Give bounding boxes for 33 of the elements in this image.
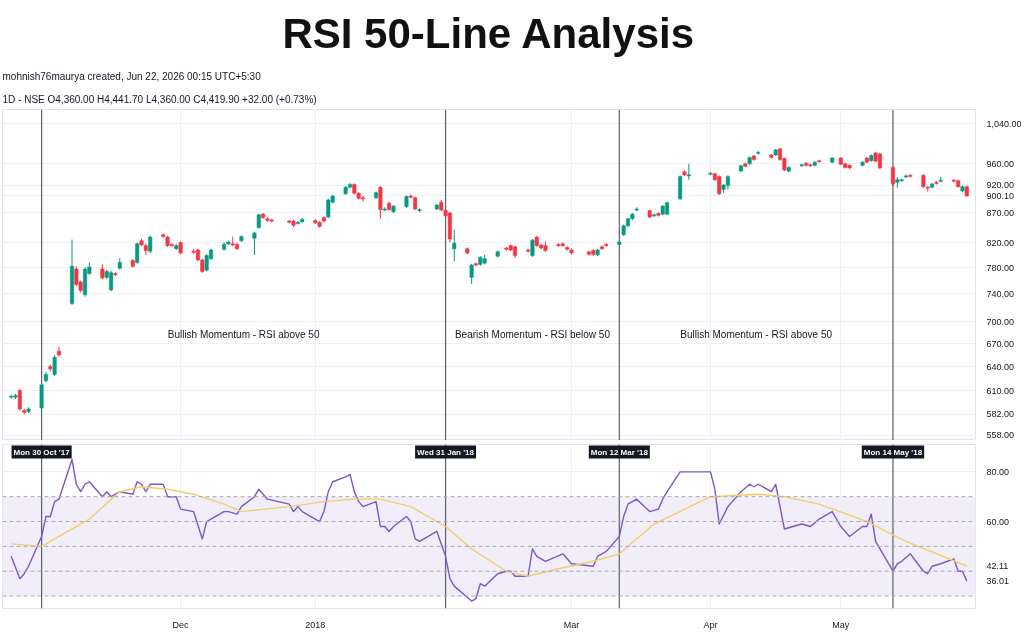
ref-line-label: Mon 12 Mar '18 <box>590 447 649 457</box>
x-tick-label: Mar <box>563 619 580 630</box>
ref-line-label: Mon 14 May '18 <box>863 447 923 457</box>
ref-line-label: Wed 31 Jan '18 <box>417 447 475 457</box>
x-tick-label: May <box>832 619 850 630</box>
y-tick-label: 1,040.00 <box>986 118 1022 129</box>
y-tick-label: 900.10 <box>986 190 1015 201</box>
y-tick-label: 960.00 <box>986 158 1015 169</box>
x-tick-label: Apr <box>703 619 718 630</box>
y-tick-label: 42.11 <box>986 560 1009 571</box>
y-tick-label: 820.00 <box>986 237 1015 248</box>
y-tick-label: 870.00 <box>986 207 1015 218</box>
chart-title: RSI 50-Line Analysis <box>282 9 695 57</box>
y-tick-label: 558.00 <box>986 430 1015 441</box>
y-tick-label: 36.01 <box>986 576 1010 587</box>
y-tick-label: 60.00 <box>986 516 1010 527</box>
y-tick-label: 670.00 <box>986 338 1015 349</box>
x-tick-label: 2018 <box>305 619 326 630</box>
chart-subtitle: mohnish76maurya created, Jun 22, 2026 00:15 UTC+5:30 <box>2 70 262 82</box>
annotation: Bullish Momentum - RSI above 50 <box>680 329 833 341</box>
y-tick-label: 780.00 <box>986 262 1015 273</box>
ref-line-label: Mon 30 Oct '17 <box>13 447 71 457</box>
y-tick-label: 610.00 <box>986 385 1015 396</box>
y-tick-label: 582.00 <box>986 409 1015 420</box>
text: 1D - NSE O4,360.00 H4,441.70 L4,360.00 C4,419.90 +32.00 (+0.73%) <box>2 93 317 105</box>
x-tick-label: Dec <box>172 619 190 630</box>
y-tick-label: 920.00 <box>986 180 1015 191</box>
y-tick-label: 80.00 <box>986 466 1010 477</box>
y-tick-label: 640.00 <box>986 361 1015 372</box>
y-tick-label: 700.00 <box>986 316 1015 327</box>
annotation: Bullish Momentum - RSI above 50 <box>167 329 320 341</box>
y-tick-label: 740.00 <box>986 288 1015 299</box>
annotation: Bearish Momentum - RSI below 50 <box>454 329 611 341</box>
